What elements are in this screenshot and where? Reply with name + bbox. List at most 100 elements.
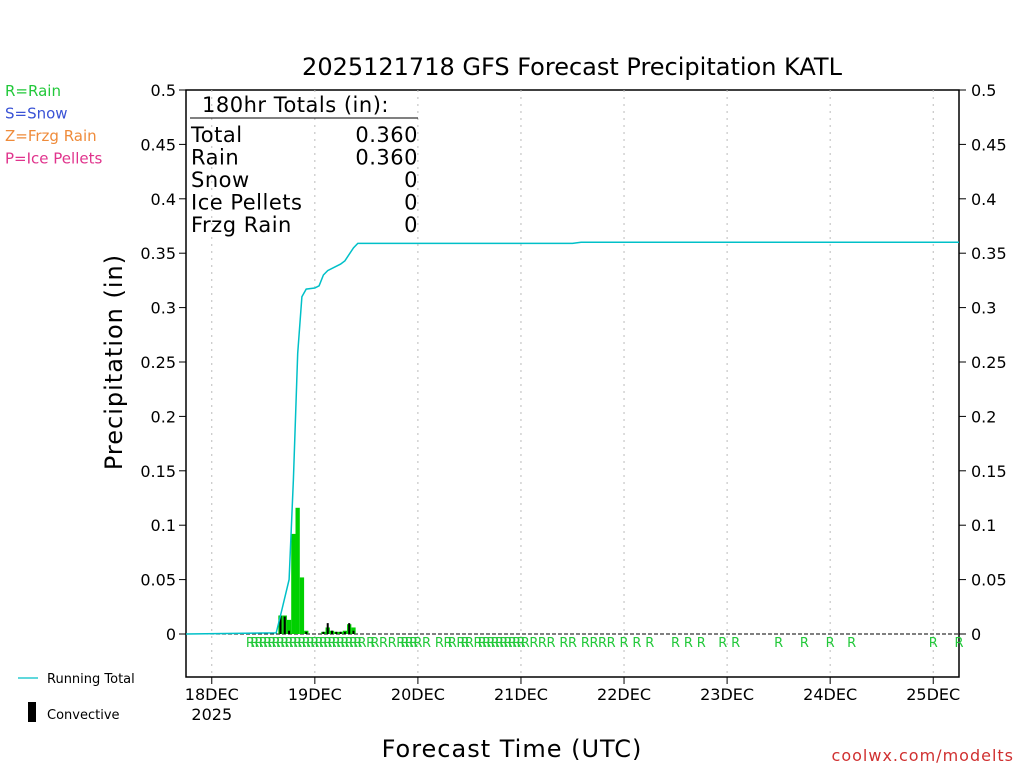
y-tick-label-right: 0.3 (971, 299, 996, 318)
x-axis-title: Forecast Time (UTC) (382, 735, 643, 763)
ptype-marker: R (774, 636, 783, 651)
ptype-marker: R (289, 636, 298, 651)
ptype-marker: R (620, 636, 629, 651)
x-tick-label: 25DEC (906, 685, 960, 704)
ptype-marker: R (512, 636, 521, 651)
totals-row-label: Frzg Rain (191, 213, 292, 237)
y-tick-label-right: 0.5 (971, 81, 996, 100)
ptype-marker: R (482, 636, 491, 651)
totals-row-label: Snow (191, 168, 250, 192)
ptype-legend-item: R=Rain (5, 82, 61, 100)
ptype-marker: R (589, 636, 598, 651)
x-tick-label: 23DEC (700, 685, 754, 704)
ptype-marker: R (491, 636, 500, 651)
vertical-grid (211, 90, 934, 677)
y-tick-label: 0.05 (140, 571, 176, 590)
ptype-marker: R (448, 636, 457, 651)
precip-bar (286, 619, 292, 634)
y-tick-label: 0.25 (140, 353, 176, 372)
precip-type-legend: R=Rain S=Snow Z=Frzg Rain P=Ice Pellets (5, 82, 102, 168)
precip-bar (295, 507, 300, 634)
ptype-marker: R (529, 636, 538, 651)
ptype-marker: R (929, 636, 938, 651)
totals-row-value: 0.360 (355, 123, 418, 147)
ptype-marker: R (671, 636, 680, 651)
convective-bar (326, 623, 329, 634)
plot-frame (185, 89, 960, 678)
ptype-marker: R (400, 636, 409, 651)
ptype-marker: R (521, 636, 530, 651)
convective-bar (305, 631, 308, 634)
ptype-marker: R (250, 636, 259, 651)
ptype-marker: R (697, 636, 706, 651)
x-tick-label: 19DEC (288, 685, 342, 704)
ptype-marker: R (499, 636, 508, 651)
ptype-marker: R (435, 636, 444, 651)
x-tick-label: 24DEC (803, 685, 857, 704)
ptype-marker: R (379, 636, 388, 651)
ptype-marker: R (684, 636, 693, 651)
ptype-marker: R (461, 636, 470, 651)
y-tick-label-right: 0.15 (971, 462, 1007, 481)
totals-row-value: 0 (404, 168, 418, 192)
y-tick-label-right: 0.1 (971, 516, 996, 535)
ptype-marker: R (800, 636, 809, 651)
y-axis-title: Precipitation (in) (100, 254, 128, 470)
ptype-marker: R (332, 636, 341, 651)
ptype-marker: R (568, 636, 577, 651)
ptype-marker: R (315, 636, 324, 651)
ptype-marker: R (349, 636, 358, 651)
ptype-legend-item: S=Snow (5, 105, 68, 123)
y-tick-label-right: 0.2 (971, 407, 996, 426)
ptype-marker: R (478, 636, 487, 651)
convective-bar (352, 630, 355, 634)
ptype-marker: R (353, 636, 362, 651)
ptype-legend-item: P=Ice Pellets (5, 150, 102, 168)
y-tick-label-right: 0 (971, 625, 981, 644)
ptype-marker: R (276, 636, 285, 651)
ptype-marker: R (259, 636, 268, 651)
convective-bar (331, 630, 334, 634)
ptype-marker: R (607, 636, 616, 651)
y-tick-label-right: 0.25 (971, 353, 1007, 372)
y-axis-right: 0 0.05 0.1 0.15 0.2 0.25 0.3 0.35 0.4 0.45 0.5 (959, 81, 1007, 644)
credit-link[interactable]: coolwx.com/modelts (832, 746, 1014, 765)
ptype-marker: R (443, 636, 452, 651)
convective-bar (279, 615, 282, 634)
ptype-marker: R (413, 636, 422, 651)
ptype-marker: R (731, 636, 740, 651)
totals-row-label: Total (190, 123, 243, 147)
running-total-legend-label: Running Total (47, 672, 135, 687)
y-tick-label: 0.4 (151, 190, 176, 209)
ptype-marker: R (297, 636, 306, 651)
totals-header: 180hr Totals (in): (202, 93, 389, 117)
convective-bar (348, 623, 351, 634)
ptype-marker: R (516, 636, 525, 651)
ptype-marker: R (954, 636, 963, 651)
convective-legend-swatch (28, 702, 36, 722)
ptype-marker: R (547, 636, 556, 651)
convective-bar (288, 630, 291, 634)
y-axis-left: 0 0.05 0.1 0.15 0.2 0.25 0.3 0.35 0.4 0.45 0.5 (140, 81, 186, 644)
precip-bar (299, 577, 305, 634)
ptype-marker: R (323, 636, 332, 651)
x-tick-label: 20DEC (391, 685, 445, 704)
ptype-marker: R (358, 636, 367, 651)
y-tick-label: 0.15 (140, 462, 176, 481)
y-tick-label: 0.35 (140, 244, 176, 263)
ptype-marker: R (456, 636, 465, 651)
ptype-marker: R (538, 636, 547, 651)
ptype-marker: R (246, 636, 255, 651)
y-tick-label: 0.3 (151, 299, 176, 318)
ptype-marker: R (306, 636, 315, 651)
y-tick-label-right: 0.35 (971, 244, 1007, 263)
ptype-marker: R (319, 636, 328, 651)
totals-row-value: 0.360 (355, 146, 418, 170)
totals-box: 180hr Totals (in): Total 0.360 Rain 0.360 Sn… (190, 93, 418, 237)
convective-bars (279, 615, 355, 634)
ptype-marker: R (718, 636, 727, 651)
convective-bar (339, 631, 342, 634)
x-tick-label: 22DEC (597, 685, 651, 704)
ptype-marker: R (263, 636, 272, 651)
